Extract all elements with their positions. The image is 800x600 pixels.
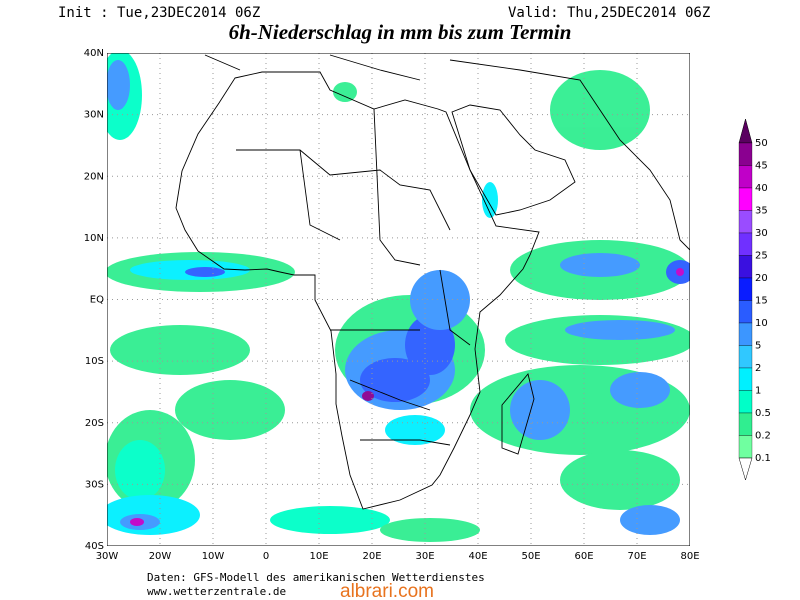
- legend-swatch: [738, 300, 753, 324]
- legend-label: 1: [755, 386, 761, 397]
- legend: 50 45 40 35 30 25 20 15 10 5 2 1 0.5 0.2 0.1: [738, 118, 771, 481]
- y-tick-label: 10S: [85, 356, 104, 367]
- legend-swatch: [738, 232, 753, 256]
- legend-swatch: [738, 255, 753, 279]
- legend-label: 0.5: [755, 408, 771, 419]
- axes: 30W 20W 10W 0 10E 20E 30E 40E 50E 60E 70E 80E 40N 30N…: [84, 48, 700, 562]
- valid-time: Valid: Thu,25DEC2014 06Z: [508, 5, 710, 21]
- legend-label: 35: [755, 206, 768, 217]
- legend-swatch: [738, 367, 753, 391]
- coastlines: [175, 54, 690, 510]
- legend-swatch: [738, 345, 753, 369]
- legend-swatch: [738, 277, 753, 301]
- legend-label: 15: [755, 296, 768, 307]
- legend-swatch: [738, 435, 753, 459]
- x-tick-label: 20W: [149, 551, 172, 562]
- y-tick-label: 40S: [85, 541, 104, 552]
- legend-label: 5: [755, 341, 761, 352]
- legend-label: 20: [755, 273, 768, 284]
- legend-swatch: [738, 322, 753, 346]
- y-tick-label: 30N: [84, 110, 104, 121]
- legend-arrow-top: [738, 118, 753, 144]
- y-tick-label: 30S: [85, 479, 104, 490]
- x-tick-label: 50E: [521, 551, 540, 562]
- y-tick-label: EQ: [90, 295, 104, 306]
- y-tick-label: 10N: [84, 233, 104, 244]
- legend-label: 45: [755, 161, 768, 172]
- data-source: Daten: GFS-Modell des amerikanischen Wet…: [147, 571, 485, 584]
- x-tick-label: 80E: [680, 551, 699, 562]
- x-tick-label: 10W: [202, 551, 225, 562]
- x-tick-label: 0: [263, 551, 269, 562]
- legend-arrow-bottom: [738, 457, 753, 481]
- init-time: Init : Tue,23DEC2014 06Z: [58, 5, 260, 21]
- legend-swatch: [738, 412, 753, 436]
- x-tick-label: 20E: [362, 551, 381, 562]
- x-tick-label: 60E: [574, 551, 593, 562]
- precipitation: [107, 53, 690, 542]
- legend-label: 25: [755, 251, 768, 262]
- legend-swatch: [738, 165, 753, 189]
- map-title: 6h-Niederschlag in mm bis zum Termin: [229, 20, 572, 44]
- legend-swatch: [738, 210, 753, 234]
- y-tick-label: 20S: [85, 418, 104, 429]
- legend-label: 2: [755, 363, 761, 374]
- y-tick-label: 40N: [84, 48, 104, 59]
- legend-swatch: [738, 187, 753, 211]
- legend-swatch: [738, 142, 753, 166]
- x-tick-label: 40E: [468, 551, 487, 562]
- x-tick-label: 10E: [309, 551, 328, 562]
- legend-swatch: [738, 390, 753, 414]
- x-tick-label: 70E: [627, 551, 646, 562]
- website: www.wetterzentrale.de: [147, 585, 286, 598]
- legend-label: 0.1: [755, 453, 771, 464]
- legend-label: 40: [755, 183, 768, 194]
- watermark: albrari.com: [340, 581, 434, 600]
- y-tick-label: 20N: [84, 171, 104, 182]
- map: [107, 53, 690, 546]
- legend-label: 30: [755, 228, 768, 239]
- x-tick-label: 30E: [415, 551, 434, 562]
- legend-label: 50: [755, 138, 768, 149]
- legend-label: 10: [755, 318, 768, 329]
- x-tick-label: 30W: [96, 551, 119, 562]
- legend-label: 0.2: [755, 431, 771, 442]
